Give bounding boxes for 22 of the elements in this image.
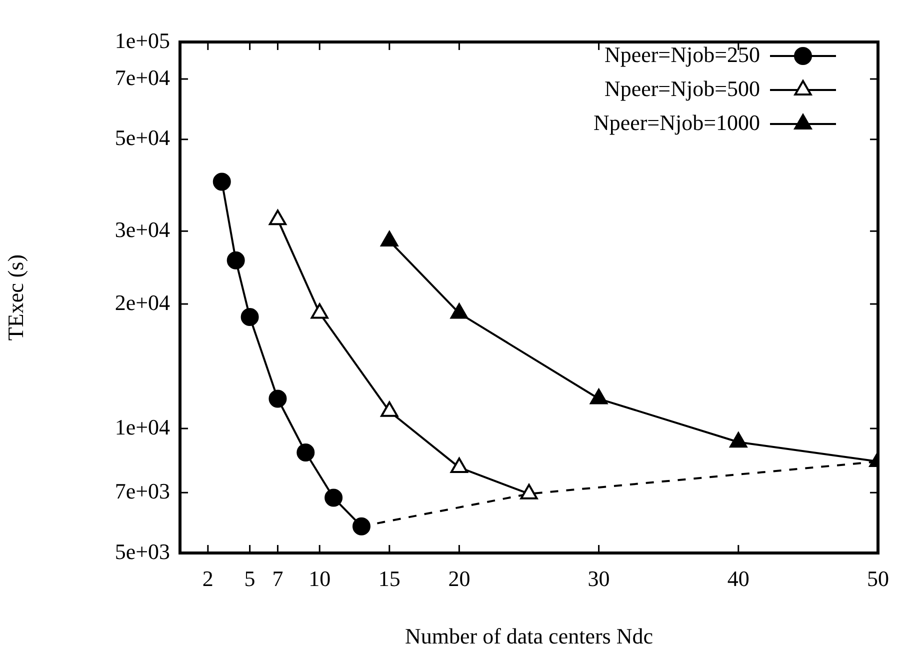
legend-label: Npeer=Njob=250 (604, 42, 760, 67)
y-tick-label: 1e+05 (114, 28, 170, 53)
x-tick-label: 5 (244, 566, 256, 591)
y-tick-label: 2e+04 (114, 290, 170, 315)
y-tick-label: 3e+04 (114, 216, 170, 242)
x-tick-label: 7 (272, 566, 284, 591)
x-tick-label: 20 (448, 566, 470, 591)
x-tick-label: 40 (727, 566, 750, 591)
y-axis-title: TExec (s) (2, 254, 28, 341)
x-tick-label: 2 (202, 566, 214, 591)
legend-label: Npeer=Njob=500 (604, 76, 760, 101)
y-tick-label: 7e+03 (114, 478, 170, 504)
y-tick-label: 5e+03 (114, 538, 170, 564)
x-tick-label: 50 (867, 566, 889, 591)
y-tick-label: 5e+04 (114, 125, 170, 150)
y-tick-label: 7e+04 (114, 64, 170, 90)
x-tick-label: 15 (378, 566, 400, 591)
x-tick-label: 30 (588, 566, 610, 591)
y-tick-label: 1e+04 (114, 414, 170, 440)
x-tick-label: 10 (308, 566, 331, 591)
x-axis-title: Number of data centers Ndc (404, 624, 654, 649)
legend-label: Npeer=Njob=1000 (593, 110, 760, 135)
